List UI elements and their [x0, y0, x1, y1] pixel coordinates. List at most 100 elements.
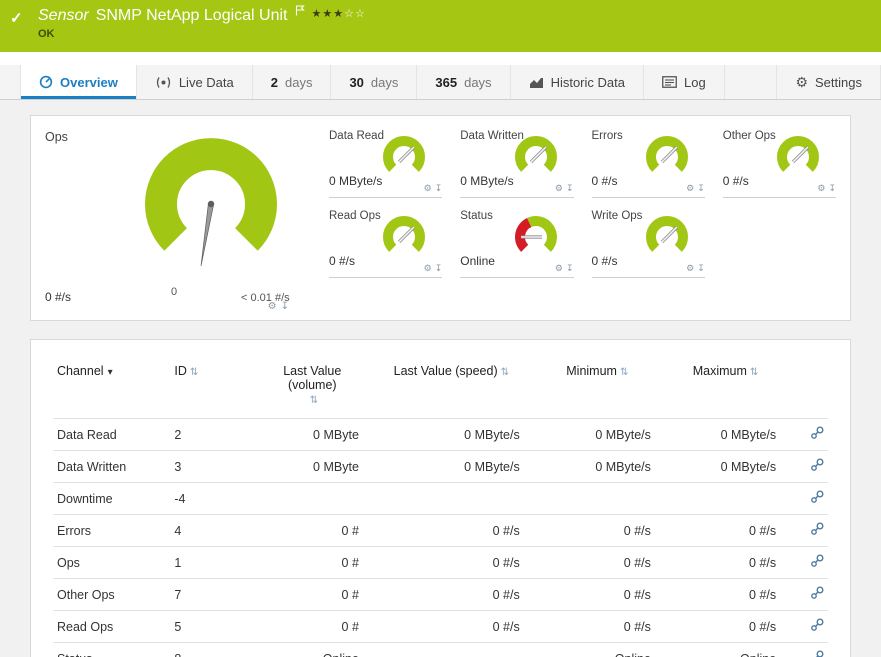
cell-speed: 0 #/s	[370, 546, 532, 579]
gauge-value: 0 MByte/s	[460, 174, 514, 188]
cell-minimum: 0 MByte/s	[531, 450, 663, 483]
cell-channel[interactable]: Downtime	[53, 482, 171, 515]
cell-channel[interactable]: Read Ops	[53, 610, 171, 643]
cell-speed	[370, 482, 532, 515]
channel-settings-icon[interactable]	[810, 554, 824, 568]
gauge-label: Errors	[591, 130, 623, 142]
gauge-label: Other Ops	[722, 130, 776, 142]
channel-settings-icon[interactable]	[810, 522, 824, 536]
channel-settings-icon[interactable]	[810, 586, 824, 600]
cell-channel[interactable]: Data Read	[53, 418, 171, 451]
cell-actions	[788, 642, 828, 657]
col-header-minimum[interactable]: Minimum ⇅	[532, 356, 663, 419]
cell-id: 5	[170, 610, 254, 643]
data-written-gauge	[514, 136, 557, 172]
gauge-settings-icon[interactable]: ⚙	[686, 263, 695, 273]
channel-settings-icon[interactable]	[810, 618, 824, 632]
main-gauge-ops: Ops 0 #/s 0 < 0.01 #/s ⚙ ↧	[45, 128, 317, 312]
channel-row[interactable]: Data Read 2 0 MByte 0 MByte/s 0 MByte/s …	[53, 418, 828, 451]
gauge-pin-icon[interactable]: ↧	[565, 263, 574, 273]
col-header-last-value-speed[interactable]: Last Value (speed) ⇅	[371, 356, 532, 419]
gauge-pin-icon[interactable]: ↧	[828, 183, 836, 193]
gauge-settings-icon[interactable]: ⚙	[686, 183, 695, 193]
gauge-settings-icon[interactable]: ⚙	[554, 263, 563, 273]
cell-speed: 0 #/s	[370, 514, 532, 547]
gauge-settings-icon[interactable]: ⚙	[554, 183, 563, 193]
tab-365-days[interactable]: 365 days	[417, 65, 511, 99]
gauge-label: Data Written	[460, 130, 524, 142]
channel-row[interactable]: Read Ops 5 0 # 0 #/s 0 #/s 0 #/s	[53, 610, 828, 643]
small-gauges-grid: Data Read 0 MByte/s ⚙ ↧ Data Written 0 MB…	[317, 128, 836, 312]
gauge-pin-icon[interactable]: ↧	[697, 263, 705, 273]
tab-overview[interactable]: Overview	[20, 65, 137, 99]
tab-historic-data[interactable]: Historic Data	[511, 65, 644, 99]
cell-speed: 0 MByte/s	[370, 450, 532, 483]
gauge-settings-icon[interactable]: ⚙	[267, 301, 277, 312]
flag-icon[interactable]	[295, 3, 305, 21]
cell-minimum: Online	[531, 642, 663, 657]
gauge-pin-icon[interactable]: ↧	[434, 183, 443, 193]
gauge-label: Status	[460, 210, 493, 222]
channel-row[interactable]: Other Ops 7 0 # 0 #/s 0 #/s 0 #/s	[53, 578, 828, 611]
channel-row[interactable]: Downtime -4	[53, 482, 828, 515]
cell-id: 2	[170, 418, 254, 451]
tab-2-days[interactable]: 2 days	[253, 65, 332, 99]
channel-settings-icon[interactable]	[810, 650, 824, 657]
channel-row[interactable]: Data Written 3 0 MByte 0 MByte/s 0 MByte…	[53, 450, 828, 483]
sort-icon[interactable]: ⇅	[749, 367, 759, 378]
tab-log[interactable]: Log	[644, 65, 725, 99]
cell-channel[interactable]: Status	[53, 642, 171, 657]
gauge-pin-icon[interactable]: ↧	[697, 183, 705, 193]
cell-speed: 0 #/s	[370, 578, 532, 611]
content-area: Ops 0 #/s 0 < 0.01 #/s ⚙ ↧ Data Read	[0, 100, 881, 657]
data-read-gauge	[383, 136, 426, 172]
tab-settings[interactable]: ⚙ Settings	[776, 65, 881, 99]
channel-row[interactable]: Errors 4 0 # 0 #/s 0 #/s 0 #/s	[53, 514, 828, 547]
gauges-panel: Ops 0 #/s 0 < 0.01 #/s ⚙ ↧ Data Read	[30, 115, 851, 321]
col-header-maximum[interactable]: Maximum ⇅	[663, 356, 788, 419]
object-kind-label: Sensor	[38, 7, 89, 24]
channel-row[interactable]: Status 8 Online Online Online	[53, 642, 828, 657]
stars-empty: ☆☆	[344, 8, 366, 20]
cell-volume	[253, 482, 371, 515]
sort-icon[interactable]: ⇅	[309, 395, 318, 406]
cell-minimum: 0 #/s	[531, 546, 663, 579]
write-ops-gauge	[645, 216, 688, 252]
channel-settings-icon[interactable]	[810, 426, 824, 440]
gauge-settings-icon[interactable]: ⚙	[423, 263, 432, 273]
col-header-last-value-volume[interactable]: Last Value (volume) ⇅	[254, 356, 371, 419]
sort-icon[interactable]: ⇅	[500, 367, 510, 378]
gauge-settings-icon[interactable]: ⚙	[817, 183, 826, 193]
tab-settings-label: Settings	[815, 74, 862, 90]
sort-icon[interactable]: ⇅	[189, 367, 199, 378]
gauge-label: Data Read	[329, 130, 384, 142]
channel-settings-icon[interactable]	[810, 458, 824, 472]
tab-30-days[interactable]: 30 days	[331, 65, 418, 99]
gauge-cell-write-ops: Write Ops 0 #/s ⚙ ↧	[591, 208, 705, 278]
cell-channel[interactable]: Ops	[53, 546, 171, 579]
cell-minimum: 0 #/s	[531, 514, 663, 547]
cell-volume: 0 #	[253, 514, 371, 547]
cell-channel[interactable]: Errors	[53, 514, 171, 547]
col-header-channel[interactable]: Channel ▾	[53, 356, 170, 419]
cell-maximum: 0 MByte/s	[662, 450, 789, 483]
gauge-pin-icon[interactable]: ↧	[565, 183, 574, 193]
gauge-pin-icon[interactable]: ↧	[434, 263, 443, 273]
channel-settings-icon[interactable]	[810, 490, 824, 504]
gauge-settings-icon[interactable]: ⚙	[423, 183, 432, 193]
stars-filled: ★★★	[311, 8, 345, 20]
tab-strip: Overview Live Data 2 days 30 days 365 da…	[0, 65, 881, 100]
main-gauge-scale-max: < 0.01 #/s	[241, 292, 290, 304]
live-data-icon	[156, 76, 170, 88]
col-header-maximum-label: Maximum	[692, 364, 747, 378]
cell-channel[interactable]: Data Written	[53, 450, 171, 483]
channel-row[interactable]: Ops 1 0 # 0 #/s 0 #/s 0 #/s	[53, 546, 828, 579]
gauge-cell-errors: Errors 0 #/s ⚙ ↧	[591, 128, 705, 198]
tab-live-data[interactable]: Live Data	[137, 65, 253, 99]
col-header-id[interactable]: ID ⇅	[170, 356, 253, 419]
gauge-pin-icon[interactable]: ↧	[280, 301, 289, 312]
priority-stars[interactable]: ★★★☆☆	[312, 7, 366, 20]
cell-channel[interactable]: Other Ops	[53, 578, 171, 611]
sort-desc-icon[interactable]: ▾	[107, 367, 113, 378]
sort-icon[interactable]: ⇅	[619, 367, 629, 378]
